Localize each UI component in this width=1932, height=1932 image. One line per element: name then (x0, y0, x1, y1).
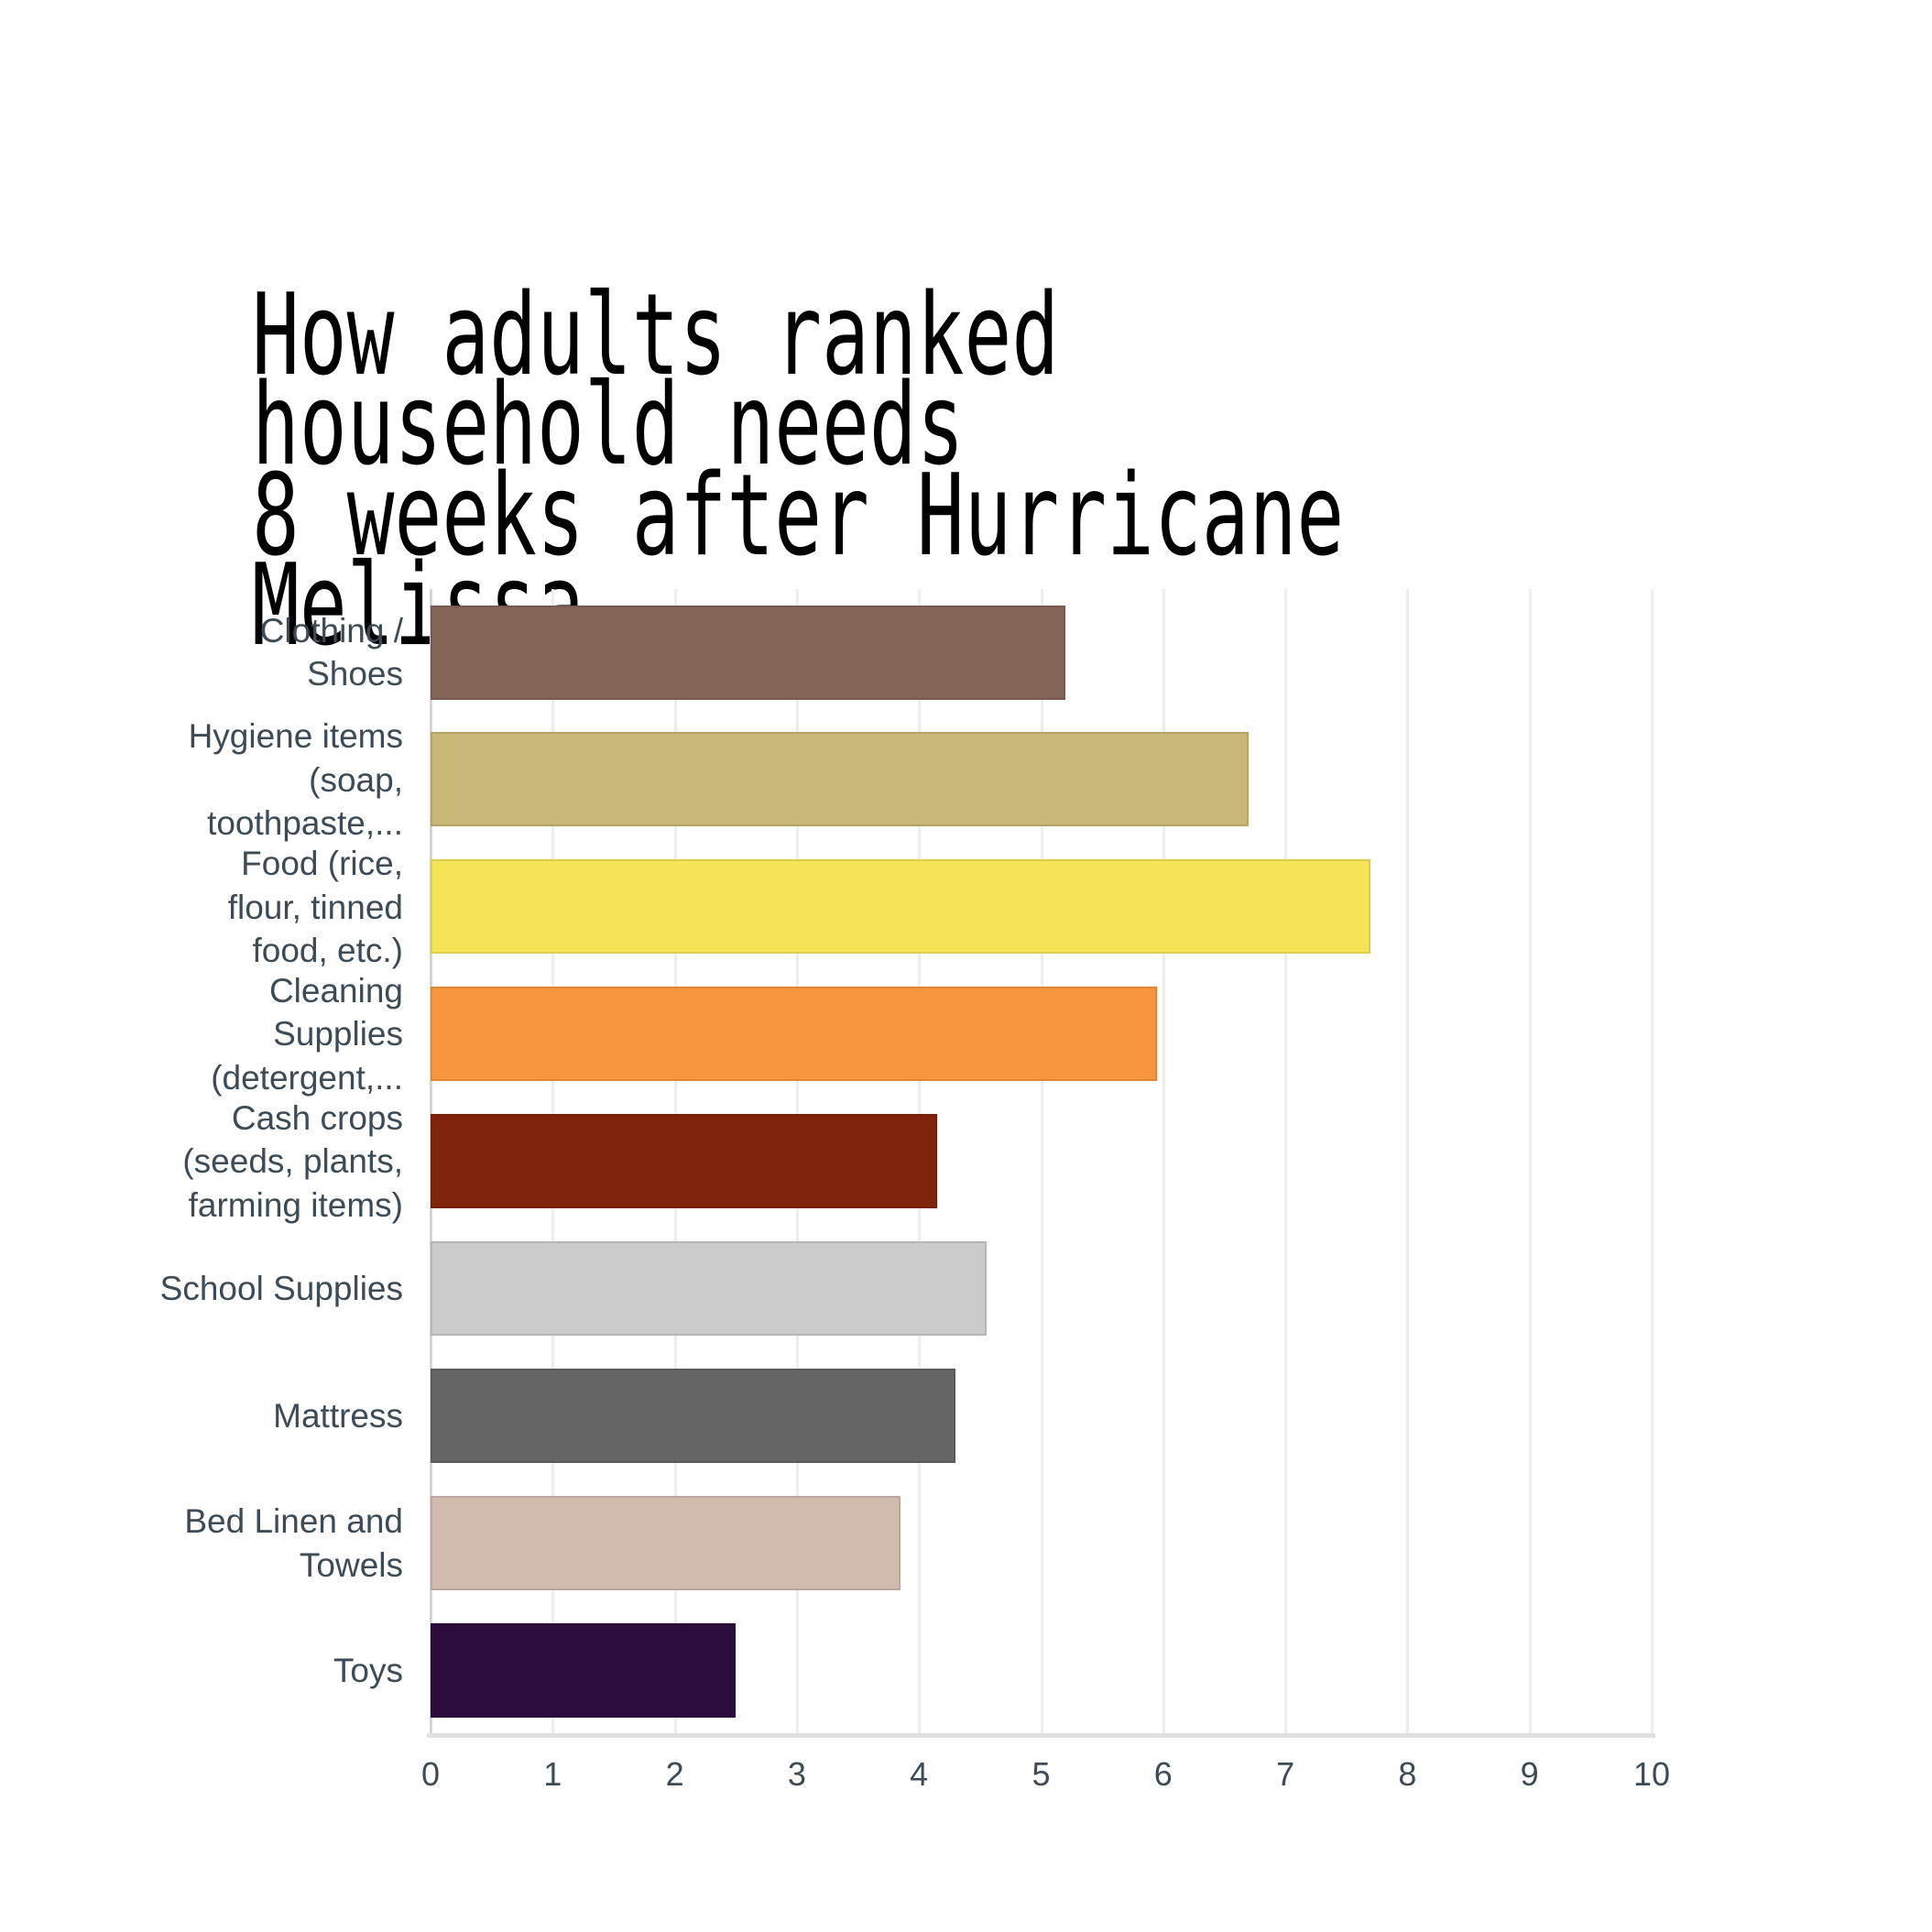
gridline (1040, 589, 1043, 1734)
x-tick-label: 0 (420, 1755, 441, 1793)
bar-row (431, 1607, 1652, 1734)
bar-row (431, 844, 1652, 971)
x-tick-label: 7 (1276, 1755, 1295, 1793)
plot-area (427, 589, 1655, 1738)
category-label-school-supplies: School Supplies (159, 1270, 403, 1308)
bar-clothing-shoes (431, 605, 1066, 700)
x-axis-tick-labels: 0 1 2 3 4 5 6 7 8 9 10 (421, 1755, 1670, 1810)
x-tick-label: 4 (910, 1755, 929, 1793)
bar-row (431, 1098, 1652, 1226)
bar-row (431, 1352, 1652, 1479)
category-label-clothing-shoes: Clothing / Shoes (259, 612, 403, 693)
bar-cash-crops (431, 1114, 938, 1209)
y-axis-category-labels: Clothing / Shoes Hygiene items (soap, to… (110, 589, 417, 1734)
x-tick-label: 1 (543, 1755, 562, 1793)
gridline (1284, 589, 1288, 1734)
bar-hygiene-items (431, 732, 1250, 827)
gridline (1406, 589, 1410, 1734)
category-label-mattress: Mattress (273, 1397, 403, 1435)
gridline (1528, 589, 1532, 1734)
bar-toys (431, 1622, 737, 1718)
x-tick-label: 10 (1632, 1755, 1671, 1793)
x-tick-label: 5 (1031, 1755, 1051, 1793)
category-label-cash-crops: Cash crops (seeds, plants, farming items… (182, 1098, 403, 1224)
bar-row (431, 971, 1652, 1098)
chart-title: How adults ranked household needs 8 week… (252, 270, 1345, 672)
bar-row (431, 1225, 1652, 1352)
category-label-toys: Toys (333, 1651, 403, 1689)
bar-food (431, 859, 1371, 955)
bar-cleaning-supplies (431, 987, 1158, 1082)
bar-school-supplies (431, 1240, 987, 1336)
bar-row (431, 716, 1652, 844)
x-tick-label: 6 (1153, 1755, 1173, 1793)
x-tick-label: 8 (1398, 1755, 1417, 1793)
category-label-bed-linen-towels: Bed Linen and Towels (184, 1502, 403, 1584)
category-label-hygiene-items: Hygiene items (soap, toothpaste,... (188, 717, 403, 842)
x-tick-label: 2 (665, 1755, 684, 1793)
category-label-food: Food (rice, flour, tinned food, etc.) (227, 845, 403, 969)
gridline (1162, 589, 1165, 1734)
bar-mattress (431, 1368, 956, 1463)
x-axis-line (427, 1733, 1655, 1738)
x-tick-label: 9 (1520, 1755, 1539, 1793)
bar-row (431, 1479, 1652, 1607)
category-label-cleaning-supplies: Cleaning Supplies (detergent,... (211, 972, 403, 1097)
bar-bed-linen-towels (431, 1495, 901, 1590)
bar-row (431, 589, 1652, 716)
x-tick-label: 3 (787, 1755, 806, 1793)
gridline (1651, 589, 1654, 1734)
